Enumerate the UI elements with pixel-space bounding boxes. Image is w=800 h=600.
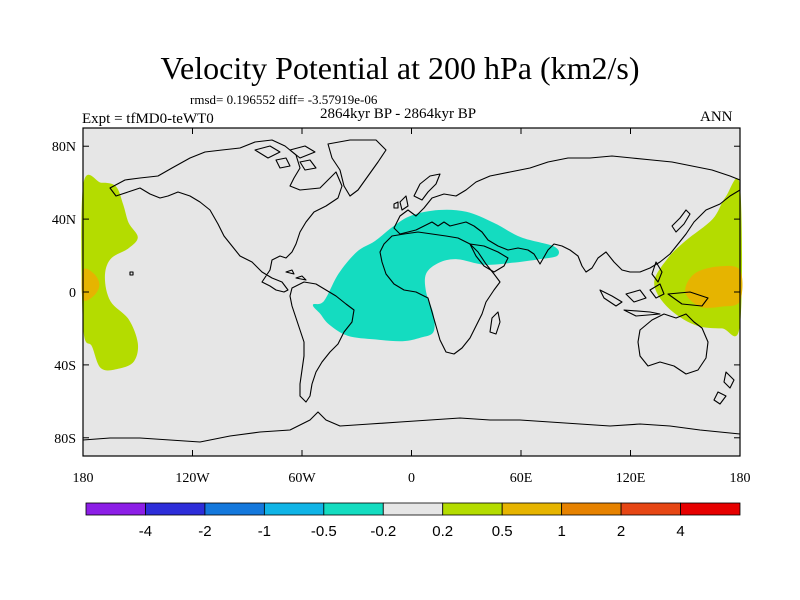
colorbar-swatch [145,502,206,516]
coastline-arabia [469,243,509,273]
coastline-eurasia [393,155,741,273]
coastline-japan [671,209,691,233]
colorbar-swatch [620,502,681,516]
coastline-africa [379,231,501,355]
negative-region-atlantic-africa [312,209,559,342]
axis-ticks: 180 120W 60W 0 60E 120E 180 80N 40N 0 40S 80S [52,128,751,486]
x-tick-label: 0 [408,471,415,486]
coastline-madagascar [489,311,501,335]
period-label: 2864kyr BP - 2864kyr BP [320,106,477,122]
colorbar-label: -2 [198,523,211,540]
colorbar-swatch [263,502,325,516]
colorbar-label: 0.5 [492,523,513,540]
colorbar-swatch [204,502,265,516]
colorbar-label: -4 [139,523,152,540]
y-tick-label: 80N [52,140,76,155]
stats-label: rmsd= 0.196552 diff= -3.57919e-06 [190,92,378,107]
coastline-scandinavia [413,173,441,201]
coastlines [82,139,741,443]
y-tick-label: 40S [54,359,76,374]
y-tick-label: 40N [52,213,76,228]
colorbar: -4 -2 -1 -0.5 -0.2 0.2 0.5 1 2 4 [85,502,741,540]
colorbar-label: 1 [557,523,565,540]
colorbar-label: 2 [617,523,625,540]
coastline-small-islands [129,269,307,281]
y-tick-label: 0 [69,286,76,301]
colorbar-label: -0.5 [311,523,337,540]
coastline-greenland [327,139,387,197]
y-tick-label: 80S [54,432,76,447]
colorbar-swatch [323,502,384,516]
season-label: ANN [700,109,733,125]
coastline-australia [637,313,709,375]
x-tick-label: 180 [730,471,751,486]
chart-title: Velocity Potential at 200 hPa (km2/s) [160,50,640,86]
colorbar-label: -1 [258,523,271,540]
x-tick-label: 60E [510,471,533,486]
experiment-label: Expt = tfMD0-teWT0 [82,111,214,127]
colorbar-label: 4 [676,523,684,540]
colorbar-swatch [442,502,503,516]
coastline-new-zealand [713,371,735,405]
colorbar-label: -0.2 [370,523,396,540]
coastline-maritime-continent [599,261,709,317]
x-tick-label: 180 [73,471,94,486]
contour-regions [81,174,743,371]
colorbar-swatch [680,502,741,516]
coastline-arctic-islands [254,145,317,171]
colorbar-swatch [85,502,146,516]
colorbar-swatch [561,502,622,516]
coastline-north-america [109,139,343,293]
coastline-british-isles [393,195,409,211]
colorbar-label: 0.2 [432,523,453,540]
x-tick-label: 120E [616,471,646,486]
stronger-region-pacific-west [81,268,100,301]
colorbar-swatch [382,502,444,516]
x-tick-label: 120W [175,471,210,486]
coastline-antarctica [82,411,741,443]
stronger-region-pacific-east [685,265,743,308]
positive-region-pacific-west [81,174,139,371]
colorbar-swatch [501,502,563,516]
coastline-south-america [289,281,355,403]
x-tick-label: 60W [288,471,316,486]
